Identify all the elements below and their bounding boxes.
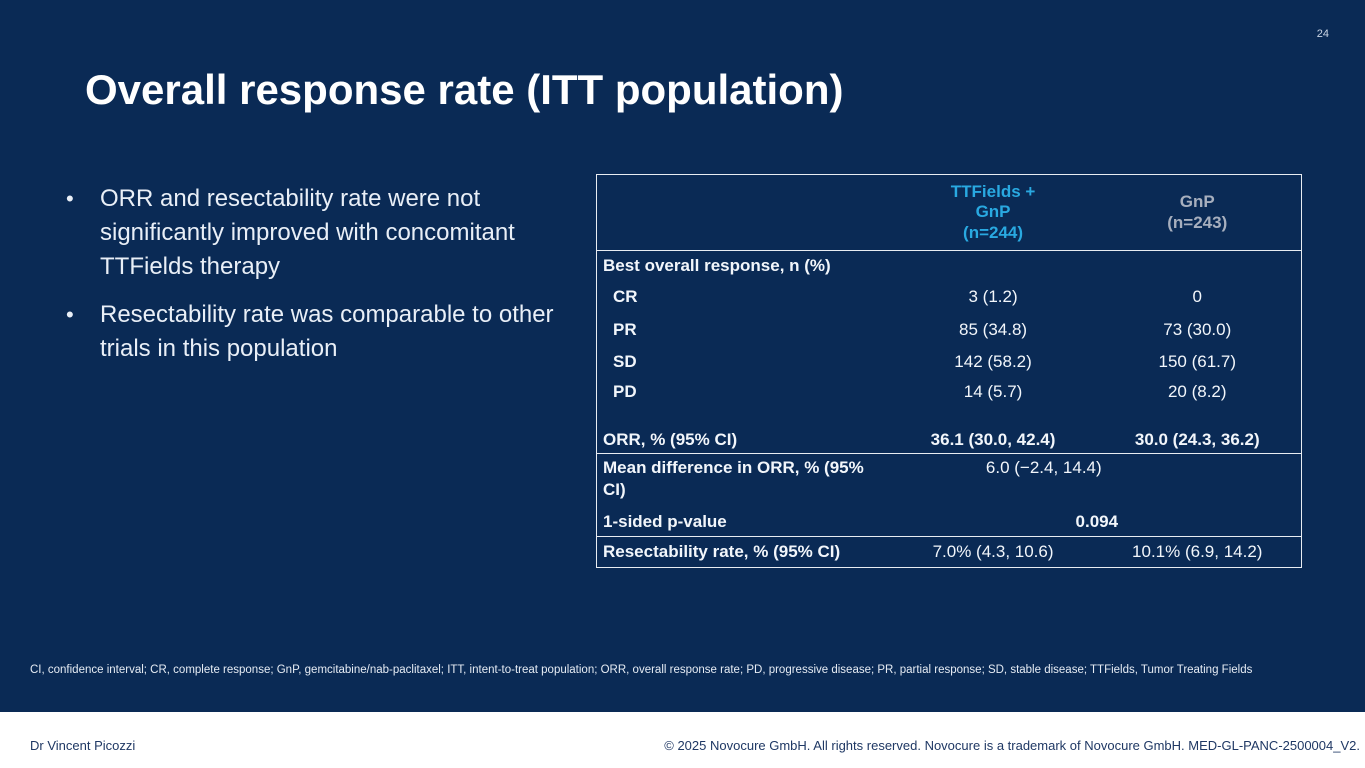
row-label-pr: PR (613, 320, 637, 339)
row-label-pd: PD (613, 381, 637, 401)
row-label-best-overall-response: Best overall response, n (%) (603, 255, 831, 275)
bullet-text: Resectability rate was comparable to oth… (100, 301, 554, 362)
table-row-mean-difference: Mean difference in ORR, % (95% CI) 6.0 (… (596, 453, 1302, 508)
cell-cr-ttfields: 3 (1.2) (968, 287, 1018, 306)
cell-orr-gnp: 30.0 (24.3, 36.2) (1134, 429, 1260, 449)
cell-mean-difference-value: 6.0 (−2.4, 14.4) (892, 453, 1302, 508)
header-cell-gnp: GnP (n=243) (1093, 174, 1302, 251)
header-cell-empty (596, 174, 893, 251)
copyright-text: © 2025 Novocure GmbH. All rights reserve… (664, 738, 1360, 753)
bullet-text: ORR and resectability rate were not sign… (100, 185, 515, 280)
presenter-name: Dr Vincent Picozzi (30, 738, 136, 753)
table-row-cr: CR 3 (1.2) 0 (597, 281, 1302, 314)
spacer-row (597, 407, 1302, 427)
row-label-orr: ORR, % (95% CI) (603, 429, 738, 449)
cell-resectability-gnp: 10.1% (6.9, 14.2) (1093, 536, 1302, 568)
cell-orr-ttfields: 36.1 (30.0, 42.4) (930, 429, 1056, 449)
spacer-cell (893, 407, 1094, 427)
cell-pd-ttfields: 14 (5.7) (963, 381, 1023, 401)
cell-resectability-ttfields: 7.0% (4.3, 10.6) (892, 536, 1094, 568)
footer: Dr Vincent Picozzi © 2025 Novocure GmbH.… (0, 712, 1365, 768)
spacer-cell (1094, 407, 1302, 427)
row-label-sd: SD (613, 351, 637, 371)
table-row-resectability: Resectability rate, % (95% CI) 7.0% (4.3… (596, 536, 1302, 568)
cell-pr-gnp: 73 (30.0) (1163, 320, 1232, 339)
table-row-p-value: 1-sided p-value 0.094 (597, 508, 1302, 537)
table-header-row: TTFields + GnP (n=244) GnP (n=243) (596, 174, 1302, 251)
bullet-icon: • (66, 302, 74, 327)
page-title: Overall response rate (ITT population) (85, 66, 844, 113)
table-row-sd: SD 142 (58.2) 150 (61.7) (597, 347, 1302, 377)
abbreviations-footnote: CI, confidence interval; CR, complete re… (30, 664, 1253, 676)
row-label-cr: CR (613, 287, 638, 306)
cell-cr-gnp: 0 (1192, 287, 1202, 306)
cell-pr-ttfields: 85 (34.8) (959, 320, 1028, 339)
cell-sd-ttfields: 142 (58.2) (954, 351, 1032, 371)
cell-p-value: 0.094 (1075, 511, 1119, 531)
bullet-item: • Resectability rate was comparable to o… (62, 298, 562, 366)
table-row-orr: ORR, % (95% CI) 36.1 (30.0, 42.4) 30.0 (… (597, 427, 1302, 454)
cell-pd-gnp: 20 (8.2) (1167, 381, 1227, 401)
table-row-pd: PD 14 (5.7) 20 (8.2) (597, 377, 1302, 407)
results-table: TTFields + GnP (n=244) GnP (n=243) Best … (596, 174, 1302, 568)
row-label-resectability: Resectability rate, % (95% CI) (596, 536, 893, 568)
cell-sd-gnp: 150 (61.7) (1158, 351, 1237, 371)
table-row-pr: PR 85 (34.8) 73 (30.0) (597, 314, 1302, 347)
bullet-item: • ORR and resectability rate were not si… (62, 182, 562, 284)
spacer-cell (597, 407, 893, 427)
header-cell-ttfields-gnp: TTFields + GnP (n=244) (892, 174, 1094, 251)
bullet-icon: • (66, 186, 74, 211)
table-row-section: Best overall response, n (%) (597, 251, 1302, 281)
row-label-p-value: 1-sided p-value (603, 511, 727, 531)
bullet-list: • ORR and resectability rate were not si… (62, 182, 562, 380)
page-number: 24 (1316, 28, 1329, 40)
row-label-mean-difference: Mean difference in ORR, % (95% CI) (596, 453, 893, 508)
